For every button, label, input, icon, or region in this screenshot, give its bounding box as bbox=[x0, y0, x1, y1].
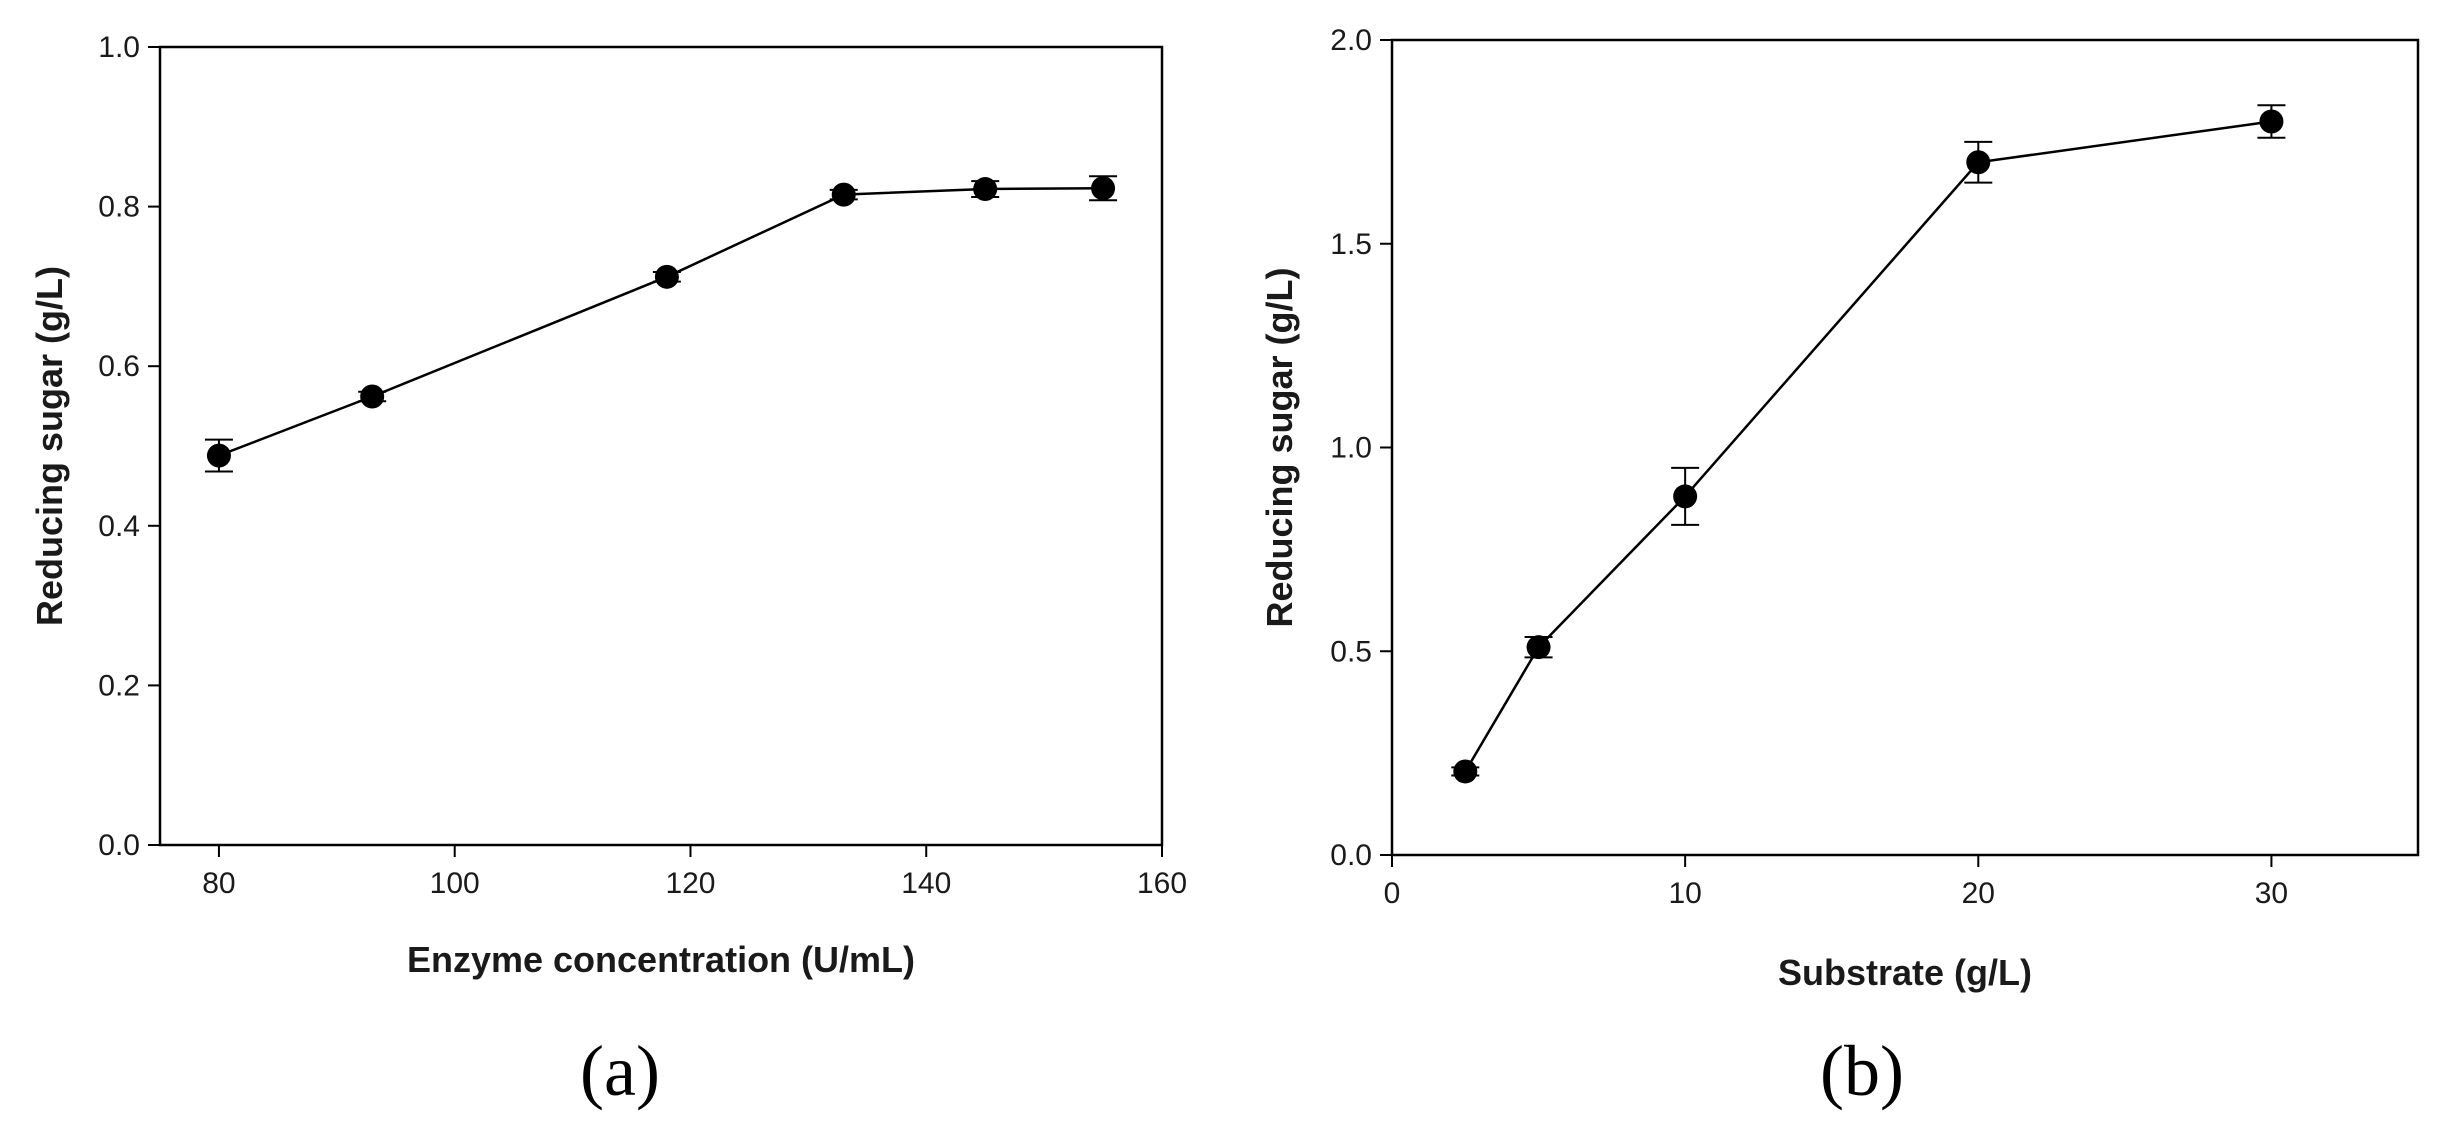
data-point bbox=[1673, 484, 1698, 509]
x-tick-label: 160 bbox=[1137, 867, 1187, 900]
data-series bbox=[204, 175, 1118, 473]
data-point bbox=[1453, 759, 1478, 784]
x-axis-ticks: 0 10 20 30 bbox=[1384, 855, 2288, 910]
y-tick-label: 2.0 bbox=[1330, 24, 1372, 57]
y-tick-label: 1.0 bbox=[98, 31, 140, 64]
x-tick-label: 80 bbox=[202, 867, 235, 900]
data-point bbox=[654, 264, 679, 289]
y-tick-label: 0.2 bbox=[98, 669, 140, 702]
x-tick-label: 100 bbox=[430, 867, 480, 900]
plot-frame bbox=[158, 45, 1164, 847]
x-tick-label: 10 bbox=[1668, 877, 1701, 910]
y-tick-label: 0.6 bbox=[98, 350, 140, 383]
data-point bbox=[973, 177, 998, 202]
data-point bbox=[1091, 176, 1116, 201]
y-axis-title: Reducing sugar (g/L) bbox=[1259, 268, 1300, 628]
data-point bbox=[1526, 635, 1551, 660]
data-point bbox=[831, 182, 856, 207]
data-point bbox=[360, 384, 385, 409]
y-axis-ticks: 0.0 0.2 0.4 0.6 0.8 1.0 bbox=[98, 31, 160, 862]
chart-panel-b: 0.00.51.01.52.0 0 10 20 30 Substrate (g/L) … bbox=[1259, 24, 2420, 1111]
chart-panel-a: 0.0 0.2 0.4 0.6 0.8 1.0 80 100 120 140 160 Enzyme… bbox=[29, 31, 1187, 1111]
x-tick-label: 20 bbox=[1962, 877, 1995, 910]
data-point bbox=[206, 443, 231, 468]
y-axis-ticks: 0.0 0.5 1.0 1.5 2.0 bbox=[1330, 24, 1392, 872]
x-tick-label: 120 bbox=[665, 867, 715, 900]
y-tick-label: 1.0 bbox=[1330, 432, 1372, 465]
x-axis-title: Enzyme concentration (U/mL) bbox=[407, 939, 915, 980]
y-tick-label: 0.5 bbox=[1330, 635, 1372, 668]
y-tick-label: 1.5 bbox=[1330, 228, 1372, 261]
plot-frame bbox=[1390, 38, 2420, 857]
y-tick-label: 0.8 bbox=[98, 191, 140, 224]
x-axis-ticks: 80 100 120 140 160 bbox=[202, 845, 1187, 900]
data-series bbox=[1451, 104, 2286, 784]
y-tick-label: 0.0 bbox=[1330, 839, 1372, 872]
panel-label: (b) bbox=[1820, 1031, 1904, 1111]
x-tick-label: 0 bbox=[1384, 877, 1401, 910]
y-axis-title: Reducing sugar (g/L) bbox=[29, 266, 70, 626]
series-line bbox=[218, 186, 1104, 457]
data-point bbox=[1966, 150, 1991, 175]
data-point bbox=[2259, 109, 2284, 134]
y-tick-label: 0.0 bbox=[98, 829, 140, 862]
x-tick-label: 140 bbox=[901, 867, 951, 900]
series-line bbox=[1464, 120, 2272, 773]
x-axis-title: Substrate (g/L) bbox=[1778, 952, 2032, 993]
y-tick-label: 0.4 bbox=[98, 510, 140, 543]
x-tick-label: 30 bbox=[2255, 877, 2288, 910]
panel-label: (a) bbox=[580, 1031, 660, 1111]
